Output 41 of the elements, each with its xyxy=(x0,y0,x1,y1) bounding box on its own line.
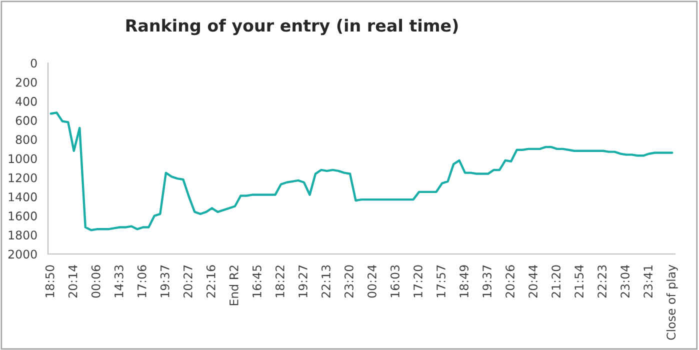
x-tick-label: 19:37 xyxy=(160,265,170,298)
x-tick-label: 19:27 xyxy=(298,265,308,298)
y-tick-label: 800 xyxy=(16,135,37,144)
x-tick-label: 20:26 xyxy=(506,265,514,298)
y-tick-label: 1200 xyxy=(8,173,37,182)
x-tick-label: 14:33 xyxy=(114,265,124,298)
x-tick-label: 23:20 xyxy=(344,265,354,298)
x-tick-label: 22:16 xyxy=(206,265,216,298)
x-tick-label: 17:06 xyxy=(137,265,146,298)
x-tick-label: End R2 xyxy=(229,266,238,306)
y-tick-label: 200 xyxy=(16,78,37,87)
line-series xyxy=(50,112,674,232)
x-tick-label: 22:23 xyxy=(598,265,607,298)
y-tick-label: 0 xyxy=(30,58,37,68)
y-tick-label: 600 xyxy=(16,116,37,125)
y-tick-label: 2000 xyxy=(8,250,37,259)
x-tick-label: Close of play xyxy=(666,264,678,340)
x-tick-label: 23:04 xyxy=(620,265,630,298)
y-tick-label: 1800 xyxy=(8,230,37,240)
y-tick-label: 400 xyxy=(16,96,37,106)
x-tick-label: 17:57 xyxy=(436,265,446,298)
x-tick-label: 00:24 xyxy=(368,265,376,298)
x-tick-label: 16:03 xyxy=(390,265,400,298)
x-tick-label: 22:13 xyxy=(321,265,330,298)
x-tick-label: 20:27 xyxy=(183,265,192,298)
x-tick-label: 18:50 xyxy=(45,265,54,298)
x-tick-label: 20:14 xyxy=(68,265,78,298)
x-tick-label: 23:41 xyxy=(644,266,653,298)
y-tick-label: 1000 xyxy=(8,154,37,164)
x-tick-label: 16:45 xyxy=(252,265,262,298)
x-tick-label: 18:49 xyxy=(460,265,468,298)
x-tick-label: 21:54 xyxy=(574,265,584,298)
chart-title: Ranking of your entry (in real time) xyxy=(126,18,458,36)
x-tick-label: 20:44 xyxy=(528,265,538,298)
x-tick-label: 00:06 xyxy=(91,265,100,298)
x-tick-label: 18:22 xyxy=(275,266,284,298)
x-tick-label: 17:20 xyxy=(414,265,422,298)
x-tick-label: 19:37 xyxy=(482,265,492,298)
x-tick-label: 21:20 xyxy=(552,265,561,298)
y-tick-label: 1400 xyxy=(8,192,37,202)
y-tick-label: 1600 xyxy=(8,212,37,220)
